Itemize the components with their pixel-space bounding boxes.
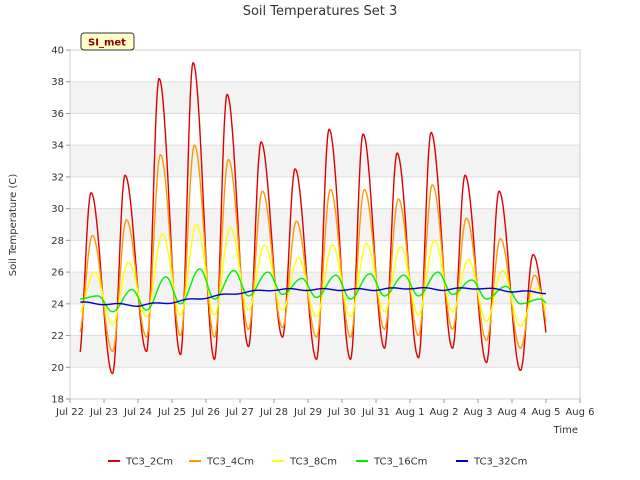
legend-label: TC3_8Cm <box>289 457 337 468</box>
x-tick-label: Aug 5 <box>531 407 560 418</box>
x-tick-label: Jul 22 <box>55 407 84 418</box>
x-tick-label: Aug 2 <box>429 407 458 418</box>
x-axis-title: Time <box>553 425 578 436</box>
legend-item: TC3_2Cm <box>108 457 173 468</box>
y-tick-label: 24 <box>51 299 64 310</box>
series-line-tc3_32cm <box>79 287 547 307</box>
chart-title: Soil Temperatures Set 3 <box>243 4 398 19</box>
legend-item: TC3_32Cm <box>456 457 527 468</box>
x-tick-label: Jul 30 <box>327 407 356 418</box>
plot-background-bands <box>70 81 580 368</box>
legend-label: TC3_4Cm <box>206 457 254 468</box>
series-line-tc3_16cm <box>79 268 547 313</box>
x-axis-ticks: Jul 22 Jul 23 Jul 24 Jul 25 Jul 26 Jul 27 Jul … <box>55 399 595 418</box>
series-line-tc3_4cm <box>79 144 547 353</box>
x-tick-label: Jul 24 <box>123 407 152 418</box>
x-tick-label: Aug 1 <box>395 407 424 418</box>
station-badge: SI_met <box>80 32 135 51</box>
legend: TC3_2Cm TC3_4Cm TC3_8Cm TC3_16Cm TC3_32Cm <box>108 457 527 468</box>
plot-band <box>70 81 580 114</box>
x-tick-label: Jul 25 <box>157 407 186 418</box>
y-axis-ticks: 18 20 22 24 26 28 30 32 34 36 38 40 <box>51 46 70 406</box>
y-tick-label: 32 <box>51 172 64 183</box>
y-tick-label: 18 <box>51 395 64 406</box>
plot-frame <box>69 49 581 400</box>
series-line-tc3_2cm <box>79 62 547 375</box>
series-line-tc3_8cm <box>79 223 547 327</box>
x-tick-label: Jul 26 <box>191 407 220 418</box>
station-badge-box <box>80 32 135 51</box>
x-tick-label: Jul 28 <box>259 407 288 418</box>
legend-label: TC3_32Cm <box>473 457 527 468</box>
x-tick-label: Aug 3 <box>463 407 492 418</box>
legend-label: TC3_2Cm <box>125 457 173 468</box>
station-badge-label: SI_met <box>88 38 126 49</box>
y-tick-label: 30 <box>51 204 64 215</box>
series-lines <box>79 62 547 375</box>
legend-item: TC3_8Cm <box>272 457 337 468</box>
x-tick-label: Jul 31 <box>361 407 390 418</box>
y-tick-label: 40 <box>51 46 64 57</box>
x-tick-label: Aug 4 <box>497 407 526 418</box>
y-tick-label: 20 <box>51 363 64 374</box>
legend-item: TC3_4Cm <box>189 457 254 468</box>
x-tick-label: Jul 23 <box>89 407 118 418</box>
x-tick-label: Aug 6 <box>565 407 594 418</box>
y-tick-label: 22 <box>51 331 64 342</box>
plot-band <box>70 335 580 368</box>
y-tick-label: 34 <box>51 141 64 152</box>
legend-label: TC3_16Cm <box>373 457 427 468</box>
y-tick-label: 26 <box>51 268 64 279</box>
y-tick-label: 28 <box>51 236 64 247</box>
x-tick-label: Jul 27 <box>225 407 254 418</box>
legend-item: TC3_16Cm <box>356 457 427 468</box>
y-tick-label: 36 <box>51 109 64 120</box>
y-tick-label: 38 <box>51 77 64 88</box>
y-axis-title: Soil Temperature (C) <box>8 174 19 277</box>
x-tick-label: Jul 29 <box>293 407 322 418</box>
